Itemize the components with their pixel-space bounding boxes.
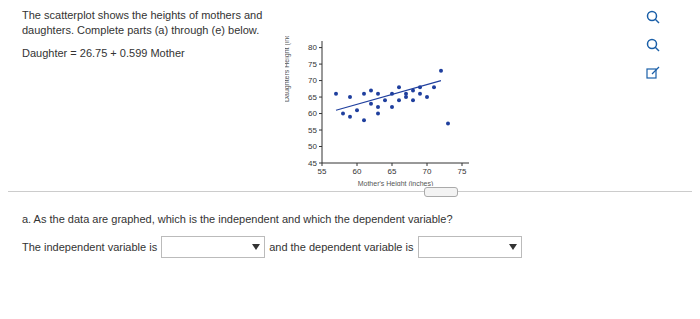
svg-text:50: 50 — [308, 142, 317, 151]
svg-text:80: 80 — [308, 43, 317, 52]
html-text:a. As the data are graphed, wh: a. As the data are graphed, which is the… — [22, 213, 453, 225]
svg-text:65: 65 — [308, 93, 317, 102]
svg-text:45: 45 — [308, 159, 317, 168]
svg-text:75: 75 — [458, 167, 467, 176]
html-text:and the dependent variable is: and the dependent variable is — [269, 241, 414, 253]
svg-text:70: 70 — [308, 76, 317, 85]
html-text:The scatterplot shows the heig: The scatterplot shows the heights of mot… — [22, 9, 263, 36]
svg-text:60: 60 — [353, 167, 362, 176]
svg-text:65: 65 — [388, 167, 397, 176]
svg-text:55: 55 — [308, 126, 317, 135]
svg-text:75: 75 — [308, 60, 317, 69]
svg-text:Mother's Height (inches): Mother's Height (inches) — [358, 180, 434, 186]
html-text:Daughter = 26.75 + 0.599 Mothe: Daughter = 26.75 + 0.599 Mother — [22, 47, 185, 59]
svg-text:55: 55 — [318, 167, 327, 176]
html-text:The independent variable is: The independent variable is — [22, 241, 158, 253]
svg-text:Daughters Height (inches): Daughters Height (inches) — [285, 36, 291, 102]
svg-text:70: 70 — [423, 167, 432, 176]
svg-text:60: 60 — [308, 109, 317, 118]
